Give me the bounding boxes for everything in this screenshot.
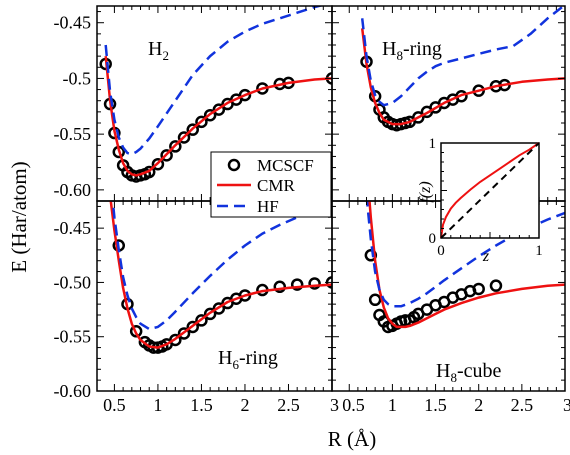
marker-mcscf [186, 320, 199, 334]
legend: MCSCF CMR HF [210, 151, 332, 218]
marker-mcscf [273, 280, 287, 294]
marker-mcscf [489, 279, 503, 292]
label-suffix: -ring [403, 38, 442, 60]
panel-h6-ring-label: H6-ring [218, 347, 278, 372]
label-subscript: 8 [450, 370, 457, 385]
panel-h6-ring-axes: -0.45 -0.50 -0.55 -0.60 0.5 1 1.5 2 2.5 3 [54, 200, 339, 415]
panel-h8-ring-data [360, 6, 565, 132]
marker-mcscf [238, 88, 252, 102]
marker-mcscf [151, 157, 165, 171]
marker-mcscf [203, 108, 217, 122]
series-line-hf [360, 6, 565, 107]
panel-h2: -0.45 -0.5 -0.55 -0.60 H2 [54, 5, 333, 202]
panel-h8-ring: H8-ring [331, 5, 566, 202]
x-tick-label: 1 [388, 395, 397, 415]
label-base: H [148, 38, 162, 60]
inset-y-tick-label: 1 [429, 136, 437, 152]
marker-mcscf [364, 249, 378, 262]
inset-fz-curve [440, 142, 540, 239]
y-tick-label: -0.55 [54, 124, 92, 144]
inset: 0 1 0 1 z f(z) [417, 136, 543, 265]
x-tick-label: 0.5 [342, 395, 365, 415]
panel-h2-data [99, 6, 332, 183]
x-tick-label: 2 [240, 395, 249, 415]
marker-mcscf [203, 307, 217, 321]
panel-h8-ring-label: H8-ring [382, 38, 442, 63]
label-subscript: 2 [162, 48, 169, 63]
plot-area [360, 6, 565, 132]
marker-mcscf [195, 115, 208, 129]
x-tick-label: 3 [563, 395, 570, 415]
x-tick-label: 1.5 [190, 395, 213, 415]
inset-background [440, 142, 540, 239]
series-line-cmr [109, 201, 332, 349]
x-tick-label: 1.5 [424, 395, 447, 415]
marker-mcscf [169, 140, 182, 153]
x-tick-label: 1 [153, 395, 162, 415]
label-base: H [218, 347, 232, 369]
label-subscript: 6 [232, 357, 239, 372]
inset-y-tick-label: 0 [429, 231, 437, 247]
y-tick-label: -0.50 [54, 272, 92, 292]
marker-mcscf [177, 131, 191, 144]
x-axis-label: R (Å) [328, 427, 376, 451]
marker-mcscf [177, 327, 191, 340]
y-tick-label: -0.45 [54, 218, 92, 238]
inset-x-tick-label: 0 [437, 243, 445, 259]
x-tick-label: 3 [330, 395, 339, 415]
marker-mcscf [129, 325, 143, 338]
inset-xlabel: z [482, 248, 490, 265]
y-tick-label: -0.60 [54, 180, 92, 200]
plot-area [362, 174, 565, 334]
plot-area [109, 201, 332, 354]
series-line-cmr [368, 201, 565, 329]
marker-mcscf [472, 282, 485, 296]
inset-reference-line [440, 142, 540, 239]
marker-mcscf [212, 103, 226, 116]
legend-label-mcscf: MCSCF [257, 156, 314, 175]
y-tick-label: -0.45 [54, 13, 92, 33]
label-suffix: -cube [457, 360, 502, 382]
series-line-hf [104, 6, 325, 156]
marker-mcscf [412, 111, 425, 124]
inset-ylabel: f(z) [417, 181, 434, 202]
x-tick-label: 2 [474, 395, 483, 415]
marker-mcscf [308, 277, 321, 290]
legend-label-hf: HF [257, 197, 279, 216]
series-line-cmr [104, 55, 332, 177]
axes-frame [96, 200, 333, 392]
marker-mcscf [290, 278, 304, 291]
y-axis-label: E (Har/atom) [7, 161, 31, 272]
plot-area [99, 6, 332, 183]
x-tick-label: 0.5 [103, 395, 126, 415]
series-line-cmr [360, 28, 565, 126]
marker-mcscf [195, 314, 208, 327]
inset-data [440, 142, 540, 239]
marker-mcscf [362, 174, 372, 184]
label-base: H [436, 360, 450, 382]
panel-h8-cube-label: H8-cube [436, 360, 501, 385]
legend-label-cmr: CMR [257, 176, 295, 195]
inset-x-tick-label: 1 [535, 243, 543, 259]
legend-marker-mcscf [227, 158, 241, 172]
marker-mcscf [186, 123, 199, 136]
x-tick-label: 2.5 [277, 395, 300, 415]
panel-h8-cube-data [362, 174, 565, 334]
x-tick-label: 2.5 [511, 395, 534, 415]
label-subscript: 8 [396, 48, 403, 63]
y-tick-label: -0.55 [54, 327, 92, 347]
marker-mcscf [368, 293, 382, 307]
panel-h6-ring-data [109, 201, 332, 354]
label-base: H [382, 38, 396, 60]
panel-h2-label: H2 [148, 38, 169, 63]
y-tick-label: -0.60 [54, 381, 92, 401]
series-line-hf [111, 201, 332, 331]
marker-mcscf [212, 302, 226, 315]
y-tick-label: -0.5 [63, 68, 92, 88]
label-suffix: -ring [239, 347, 278, 369]
marker-mcscf [160, 149, 173, 162]
marker-mcscf [169, 333, 182, 347]
inset-axes: 0 1 0 1 [429, 136, 543, 259]
